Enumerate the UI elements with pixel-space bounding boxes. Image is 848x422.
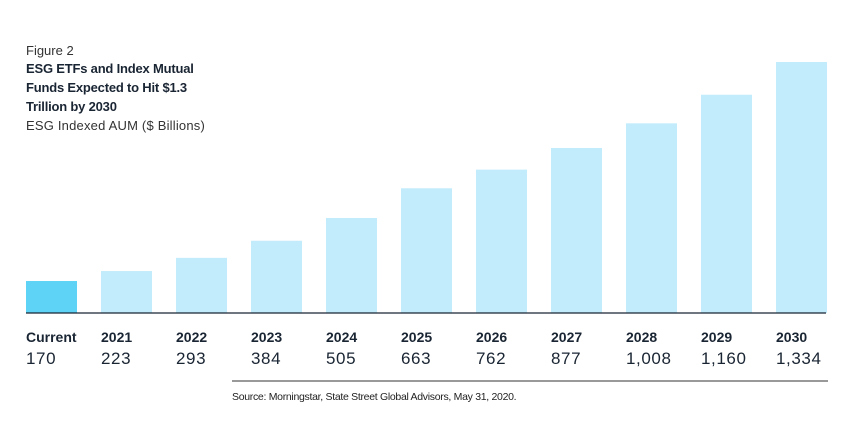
title-block: Figure 2 ESG ETFs and Index Mutual Funds… (26, 42, 226, 135)
value-label: 762 (476, 349, 506, 368)
value-label: 663 (401, 349, 431, 368)
bar-2028 (626, 123, 677, 313)
y-axis-label: ESG Indexed AUM ($ Billions) (26, 118, 206, 133)
category-label: 2024 (326, 329, 357, 345)
labels-group: Current 170 2021 223 2022 293 2023 384 2024 505 20… (26, 329, 822, 368)
category-label: 2021 (101, 329, 132, 345)
category-label: 2022 (176, 329, 207, 345)
value-label: 505 (326, 349, 356, 368)
bar-current (26, 281, 77, 313)
bar-2021 (101, 271, 152, 313)
value-label: 1,160 (701, 349, 747, 368)
bar-2030 (776, 62, 827, 313)
bar-2025 (401, 188, 452, 313)
value-label: 877 (551, 349, 581, 368)
bar-2026 (476, 169, 527, 313)
category-label: 2027 (551, 329, 582, 345)
source-note: Source: Morningstar, State Street Global… (232, 391, 517, 403)
bar-2029 (701, 94, 752, 313)
value-label: 223 (101, 349, 131, 368)
value-label: 170 (26, 349, 56, 368)
bar-2024 (326, 217, 377, 313)
bar-2022 (176, 257, 227, 313)
category-label: 2028 (626, 329, 657, 345)
category-label: 2025 (401, 329, 432, 345)
bars-group (26, 62, 827, 313)
value-label: 1,334 (776, 349, 822, 368)
category-label: 2030 (776, 329, 807, 345)
value-label: 1,008 (626, 349, 672, 368)
category-label: 2023 (251, 329, 282, 345)
category-label: Current (26, 329, 77, 345)
category-label: 2029 (701, 329, 732, 345)
chart-title: ESG ETFs and Index Mutual Funds Expected… (26, 61, 194, 114)
category-label: 2026 (476, 329, 507, 345)
value-label: 293 (176, 349, 206, 368)
bar-2027 (551, 147, 602, 313)
bar-2023 (251, 240, 302, 313)
value-label: 384 (251, 349, 281, 368)
figure-label: Figure 2 (26, 43, 74, 58)
